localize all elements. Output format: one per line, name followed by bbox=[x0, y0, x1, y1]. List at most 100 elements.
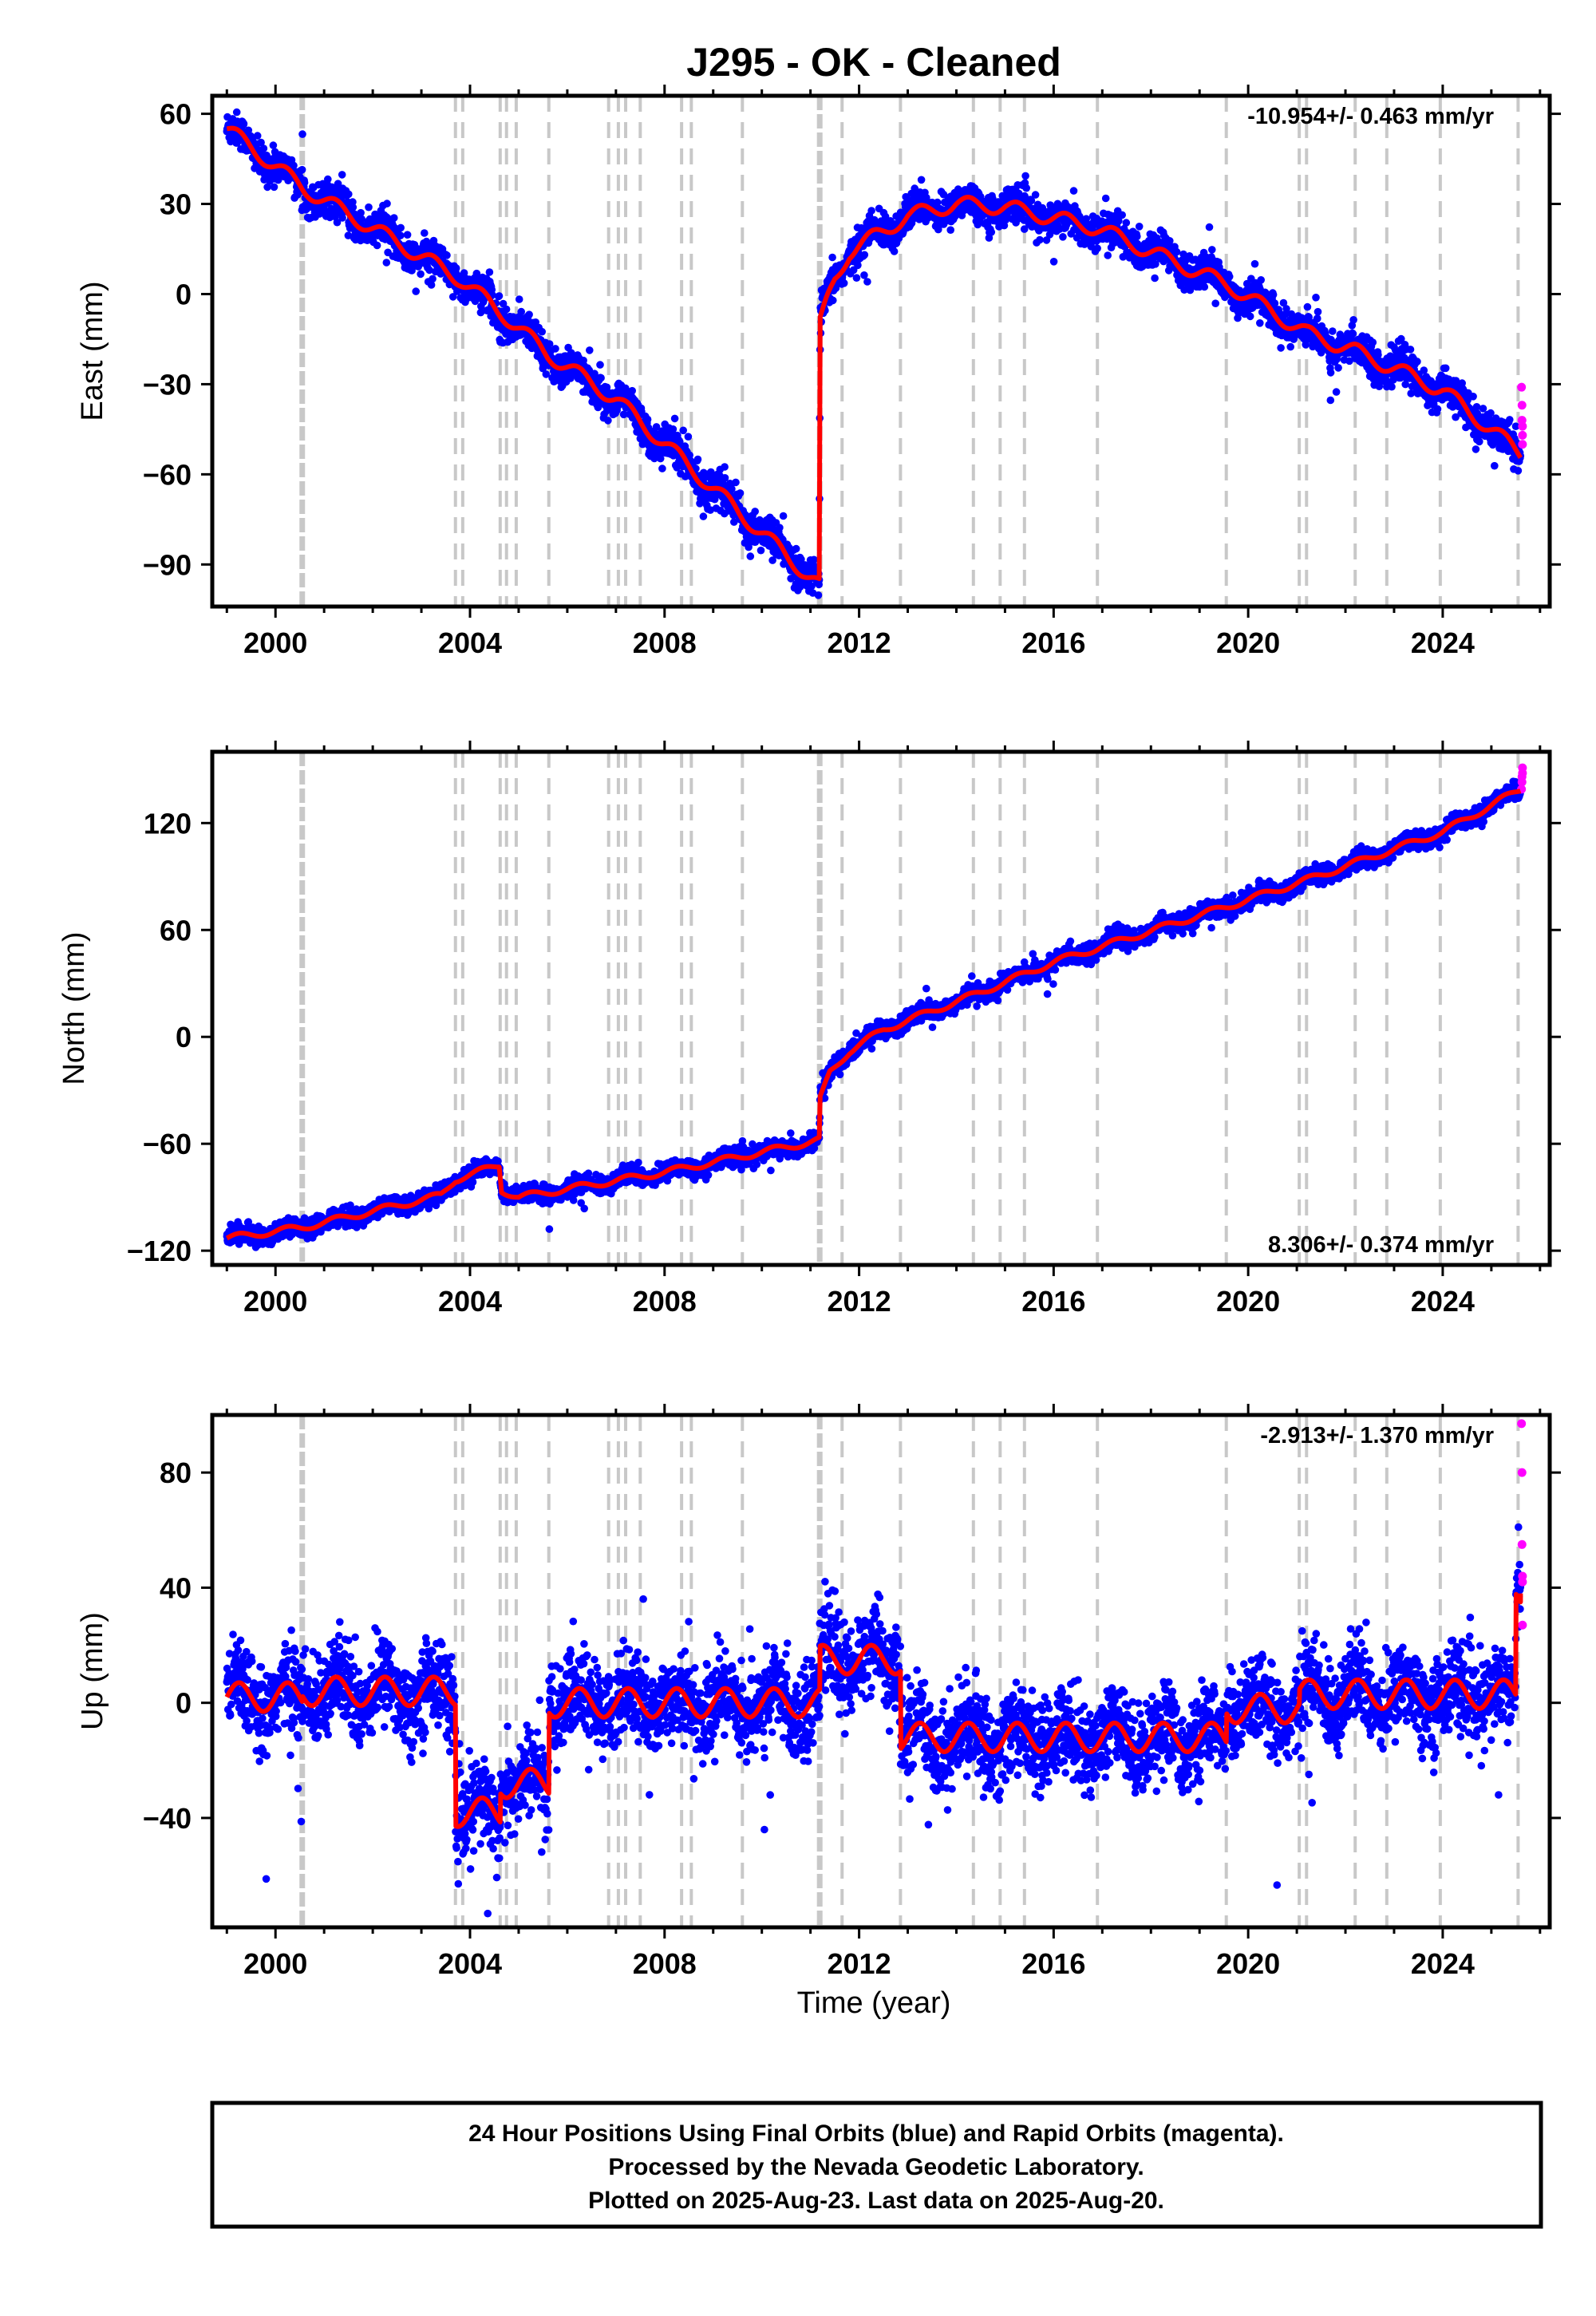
final-orbit-point bbox=[345, 190, 353, 199]
rapid-orbit-point bbox=[1517, 382, 1527, 392]
x-tick-label: 2008 bbox=[633, 626, 697, 659]
final-orbit-point bbox=[403, 231, 412, 239]
final-orbit-point bbox=[298, 130, 306, 138]
final-orbit-point bbox=[860, 251, 869, 259]
final-orbit-point bbox=[1277, 344, 1285, 352]
final-orbit-point bbox=[628, 386, 636, 395]
final-orbit-point bbox=[643, 415, 652, 424]
final-orbit-point bbox=[331, 212, 339, 221]
final-orbit-point bbox=[1332, 388, 1341, 396]
final-orbit-point bbox=[1200, 283, 1209, 291]
final-orbit-point bbox=[397, 231, 405, 239]
x-tick-label: 2024 bbox=[1411, 626, 1475, 659]
final-orbit-point bbox=[427, 281, 436, 289]
final-orbit-point bbox=[417, 270, 425, 279]
final-orbits-series bbox=[223, 777, 1525, 1251]
final-orbit-point bbox=[1286, 342, 1294, 351]
final-orbit-point bbox=[397, 223, 405, 232]
final-orbit-point bbox=[1104, 251, 1112, 259]
final-orbit-point bbox=[1122, 219, 1131, 227]
final-orbit-point bbox=[1314, 314, 1321, 322]
final-orbit-point bbox=[239, 120, 248, 128]
final-orbit-point bbox=[751, 508, 759, 516]
final-orbit-point bbox=[1349, 316, 1357, 324]
final-orbit-point bbox=[485, 268, 494, 276]
x-tick-label: 2016 bbox=[1021, 626, 1085, 659]
y-tick-label: 30 bbox=[160, 188, 192, 221]
final-orbit-point bbox=[270, 183, 279, 192]
final-orbit-point bbox=[476, 308, 485, 317]
final-orbit-point bbox=[814, 591, 823, 599]
final-orbits-series bbox=[223, 108, 1525, 599]
final-orbit-point bbox=[679, 426, 687, 435]
final-orbit-point bbox=[257, 138, 265, 147]
final-orbit-point bbox=[987, 228, 996, 236]
final-orbit-point bbox=[244, 126, 253, 135]
final-orbit-point bbox=[863, 278, 871, 286]
final-orbit-point bbox=[586, 346, 594, 354]
final-orbit-point bbox=[1369, 338, 1377, 346]
final-orbit-point bbox=[746, 552, 755, 560]
final-orbit-point bbox=[1329, 327, 1337, 335]
final-orbit-point bbox=[422, 237, 431, 246]
final-orbit-point bbox=[1303, 302, 1312, 311]
final-orbit-point bbox=[429, 275, 437, 283]
final-orbit-point bbox=[1049, 258, 1058, 266]
final-orbit-point bbox=[232, 108, 241, 117]
final-orbit-point bbox=[699, 512, 708, 520]
final-orbit-point bbox=[1135, 223, 1144, 231]
final-orbit-point bbox=[1093, 244, 1101, 253]
final-orbit-point bbox=[829, 296, 837, 305]
x-tick-label: 2012 bbox=[828, 626, 891, 659]
final-orbit-point bbox=[448, 293, 457, 301]
final-orbit-point bbox=[1225, 272, 1234, 281]
final-orbit-point bbox=[1250, 259, 1259, 268]
final-orbit-point bbox=[460, 269, 468, 277]
rapid-orbit-point bbox=[1518, 421, 1527, 431]
final-orbit-point bbox=[776, 524, 784, 532]
final-orbit-point bbox=[1469, 393, 1477, 401]
final-orbit-point bbox=[1133, 232, 1141, 241]
final-orbit-point bbox=[358, 215, 366, 223]
final-orbit-point bbox=[269, 141, 278, 149]
x-tick-label: 2020 bbox=[1216, 626, 1280, 659]
x-tick-label: 2000 bbox=[243, 626, 307, 659]
figure-title: J295 - OK - Cleaned bbox=[686, 40, 1061, 85]
rapid-orbit-point bbox=[1518, 430, 1527, 440]
final-orbit-point bbox=[757, 546, 765, 555]
final-orbit-point bbox=[946, 226, 954, 235]
final-orbit-point bbox=[1479, 405, 1487, 413]
final-orbit-point bbox=[658, 464, 666, 472]
final-orbit-point bbox=[1326, 369, 1335, 377]
final-orbit-point bbox=[515, 295, 523, 303]
final-orbit-point bbox=[1257, 276, 1265, 284]
final-orbit-point bbox=[1472, 403, 1481, 411]
final-orbit-point bbox=[1406, 346, 1415, 354]
final-orbit-point bbox=[1208, 246, 1216, 254]
final-orbit-point bbox=[1349, 330, 1357, 338]
final-orbit-point bbox=[1472, 445, 1480, 453]
x-tick-label: 2004 bbox=[438, 626, 502, 659]
final-orbit-point bbox=[517, 307, 525, 316]
final-orbit-point bbox=[443, 251, 451, 259]
final-orbit-point bbox=[669, 425, 678, 433]
final-orbit-point bbox=[298, 165, 306, 174]
final-orbit-point bbox=[365, 203, 373, 211]
final-orbit-point bbox=[263, 183, 271, 192]
final-orbit-point bbox=[596, 361, 604, 369]
rapid-orbit-point bbox=[1517, 401, 1527, 410]
y-tick-label: −60 bbox=[143, 458, 192, 491]
final-orbit-point bbox=[1036, 235, 1044, 244]
final-orbit-point bbox=[917, 176, 926, 184]
y-tick-label: −90 bbox=[143, 548, 192, 581]
final-orbit-point bbox=[1476, 437, 1483, 446]
final-orbit-point bbox=[421, 229, 429, 237]
final-orbit-point bbox=[1256, 319, 1264, 327]
y-tick-label: 0 bbox=[176, 278, 192, 310]
final-orbit-point bbox=[693, 455, 702, 464]
final-orbit-point bbox=[860, 271, 868, 279]
final-orbit-point bbox=[338, 214, 346, 222]
east-x-ticks: 2000 2004 2008 2012 2016 2020 2024 bbox=[225, 85, 1542, 659]
